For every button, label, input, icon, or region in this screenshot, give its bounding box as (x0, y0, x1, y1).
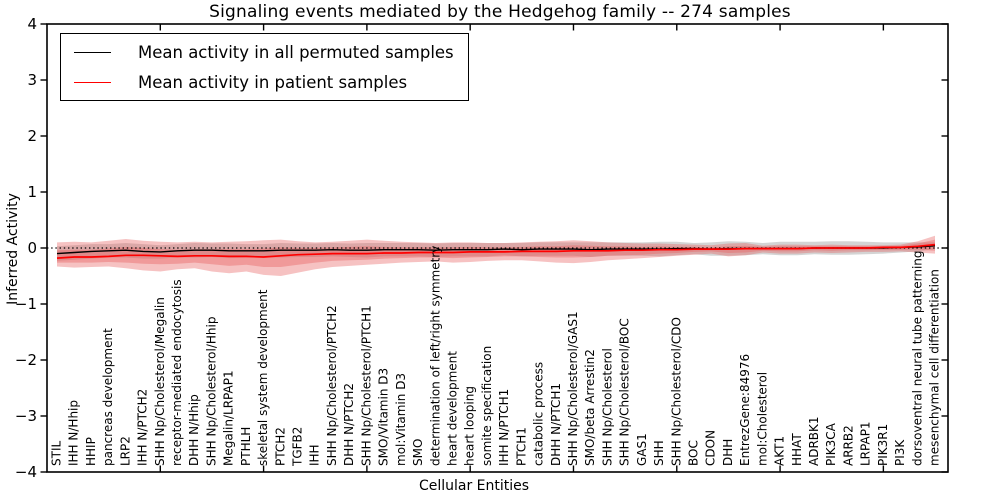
x-category-label: SHH Np/Cholesterol/GAS1 (566, 311, 580, 466)
x-category-label: determination of left/right symmetry (428, 246, 442, 466)
x-category-label: CDON (704, 430, 718, 466)
legend-item-patient: Mean activity in patient samples (61, 67, 454, 97)
permuted-line-sample-icon (74, 51, 111, 53)
x-category-label: dorsoventral neural tube patterning (910, 250, 924, 466)
x-category-label: pancreas development (101, 328, 115, 466)
x-category-label: IHH N/PTCH2 (136, 389, 150, 466)
x-category-label: SMO/beta Arrestin2 (583, 349, 597, 466)
x-category-label: PIK3R1 (876, 424, 890, 466)
x-category-label: ADRBK1 (807, 416, 821, 466)
x-category-label: GAS1 (635, 433, 649, 466)
x-category-label: EntrezGene:84976 (738, 354, 752, 466)
x-category-label: SHH Np/Cholesterol/PTCH1 (359, 305, 373, 466)
legend-label-permuted: Mean activity in all permuted samples (138, 42, 454, 62)
patient-mean-line (56, 243, 936, 259)
x-category-label: DHH N/PTCH1 (549, 383, 563, 466)
x-category-label: DHH N/Hhip (187, 394, 201, 466)
x-category-label: somite specification (480, 346, 494, 466)
x-category-label: HHIP (84, 437, 98, 466)
x-category-label: BOC (687, 440, 701, 466)
x-category-label: PTHLH (239, 427, 253, 466)
x-category-label: AKT1 (773, 436, 787, 466)
y-tick-label: 0 (27, 239, 37, 257)
x-category-label: mesenchymal cell differentiation (928, 269, 942, 466)
y-tick-label: 3 (27, 71, 37, 89)
x-category-label: DHH N/PTCH2 (342, 383, 356, 466)
y-tick-label: −3 (15, 407, 37, 425)
y-tick-label: 1 (27, 183, 37, 201)
x-category-label: SHH Np/Cholesterol/Megalin (153, 297, 167, 466)
chart-title: Signaling events mediated by the Hedgeho… (209, 2, 791, 22)
x-category-label: LRP2 (118, 436, 132, 466)
patient-outer-band (57, 235, 935, 276)
x-category-label: DHH (721, 439, 735, 466)
x-category-label: ARRB2 (841, 425, 855, 466)
y-tick-label: 2 (27, 127, 37, 145)
x-category-label: heart looping (463, 386, 477, 466)
y-tick-label: 4 (27, 15, 37, 33)
legend-item-permuted: Mean activity in all permuted samples (61, 37, 454, 67)
x-category-label: SHH (652, 440, 666, 466)
legend: Mean activity in all permuted samples Me… (60, 33, 469, 101)
x-category-label: SHH Np/Cholesterol/Hhip (204, 317, 218, 466)
legend-label-patient: Mean activity in patient samples (138, 72, 408, 92)
y-tick-label: −2 (15, 351, 37, 369)
x-category-label: SHH Np/Cholesterol/CDO (669, 317, 683, 466)
x-category-label: mol:Cholesterol (755, 372, 769, 466)
x-category-label: SHH Np/Cholesterol (600, 348, 614, 466)
y-tick-label: −4 (15, 463, 37, 481)
x-category-label: mol:Vitamin D3 (394, 373, 408, 466)
x-category-label: HHAT (790, 433, 804, 466)
x-category-label: PTCH2 (273, 427, 287, 466)
x-category-label: TGFB2 (291, 427, 305, 467)
x-category-label: PTCH1 (514, 427, 528, 466)
patient-line-sample-icon (74, 81, 111, 83)
x-category-label: SMO/Vitamin D3 (377, 368, 391, 466)
x-category-label: heart development (446, 351, 460, 466)
x-category-label: Megalin/LRPAP1 (222, 370, 236, 466)
patient-inner-band (57, 239, 935, 267)
x-axis-label: Cellular Entities (418, 478, 530, 494)
x-category-label: catabolic process (532, 362, 546, 466)
x-category-label: PIK3CA (824, 422, 838, 466)
x-category-label: IHH N/Hhip (67, 400, 81, 466)
x-category-label: SHH Np/Cholesterol/BOC (618, 318, 632, 466)
x-category-label: LRPAP1 (859, 421, 873, 466)
x-category-label: SMO (411, 439, 425, 466)
x-category-label: IHH (308, 444, 322, 466)
y-tick-label: −1 (15, 295, 37, 313)
x-category-label: PI3K (893, 439, 907, 466)
x-category-label: skeletal system development (256, 289, 270, 466)
x-category-label: receptor-mediated endocytosis (170, 279, 184, 466)
x-category-label: SHH Np/Cholesterol/PTCH2 (325, 305, 339, 466)
x-category-label: STIL (50, 441, 64, 466)
x-category-label: IHH N/PTCH1 (497, 389, 511, 466)
